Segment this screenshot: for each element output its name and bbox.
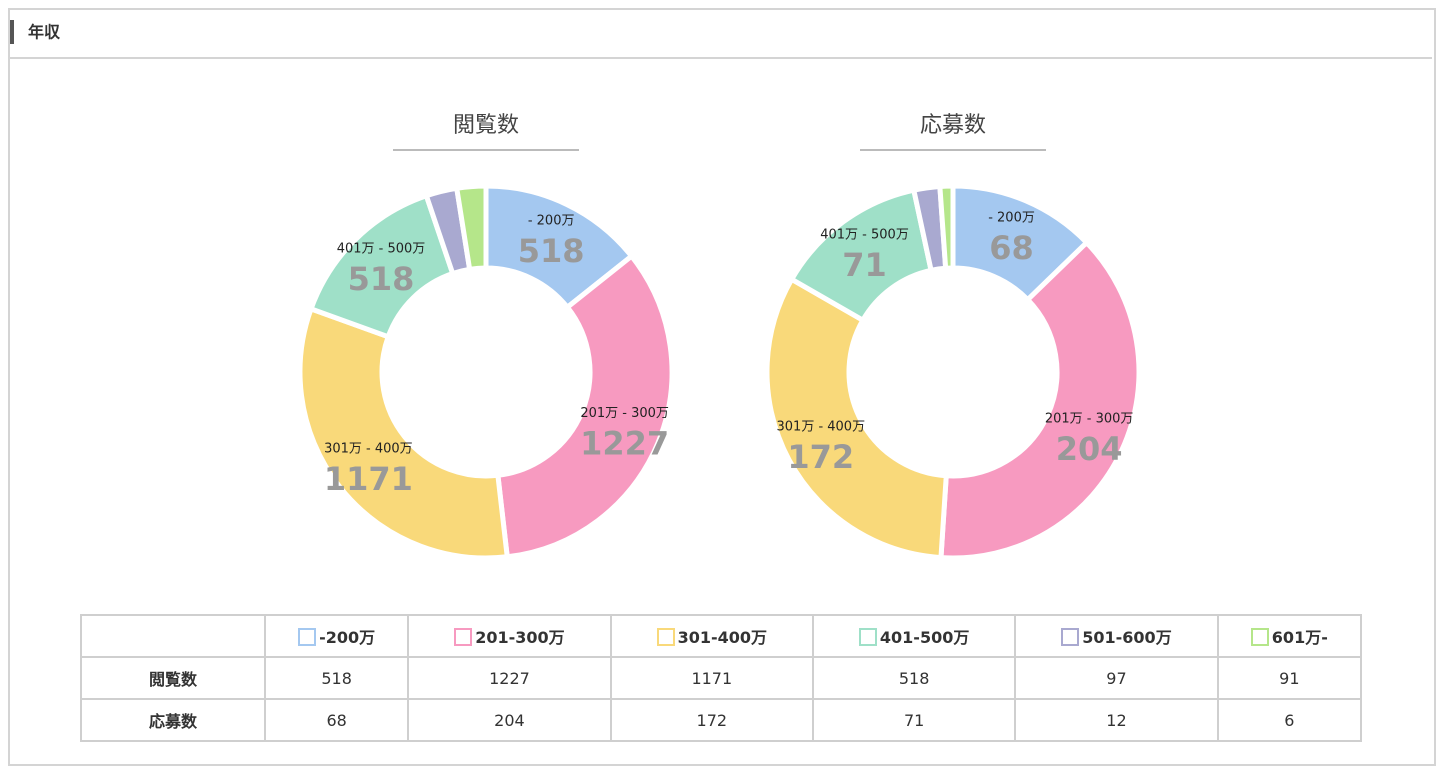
- column-label: -200万: [319, 628, 376, 647]
- table-cell: 518: [263, 656, 410, 700]
- table-cell: 6: [1216, 698, 1363, 742]
- legend-swatch: [1250, 628, 1269, 646]
- slice-value: 172: [787, 438, 854, 476]
- table-cell: 97: [1014, 656, 1219, 700]
- header-title: 年収: [28, 23, 61, 42]
- column-header: 601万-: [1216, 614, 1363, 658]
- table-cell: 1227: [407, 656, 612, 700]
- data-table: -200万 201-300万 301-400万 401-500万 501-600万 601…: [80, 614, 1363, 742]
- donut-slice: [938, 239, 1142, 561]
- donut-slice: [764, 275, 949, 561]
- slice-value: 518: [518, 232, 585, 270]
- slice-value: 204: [1056, 430, 1123, 468]
- slice-label: 401万 - 500万: [820, 227, 909, 242]
- table-cell: 204: [407, 698, 612, 742]
- table-cell: 91: [1216, 656, 1363, 700]
- slice-label: 301万 - 400万: [324, 442, 413, 457]
- header-bar: [10, 20, 14, 44]
- legend-swatch: [1061, 628, 1080, 646]
- table-cell: 518: [811, 656, 1017, 700]
- column-label: 201-300万: [475, 628, 565, 647]
- table-header: -200万 201-300万 301-400万 401-500万 501-600万 601…: [80, 614, 1363, 658]
- panel: [8, 8, 1436, 766]
- legend-swatch: [298, 628, 317, 646]
- column-label: 601万-: [1271, 628, 1328, 647]
- table-cell: 172: [609, 698, 814, 742]
- slice-label: 401万 - 500万: [337, 241, 426, 256]
- row-header: 閲覧数: [80, 656, 266, 700]
- charts: 年収 閲覧数 - 200万 518 201万 - 300万 1227 301万 - 400…: [10, 20, 1432, 561]
- column-label: 501-600万: [1082, 628, 1172, 647]
- column-header: 501-600万: [1014, 614, 1219, 658]
- chart-title: 閲覧数: [453, 113, 519, 138]
- slice-value: 518: [348, 260, 415, 298]
- table-body: 閲覧数 518 1227 1171 518 97 91 応募数 68 204 172 71 12 6: [80, 656, 1363, 742]
- table-cell: 68: [263, 698, 410, 742]
- table-row: 閲覧数 518 1227 1171 518 97 91: [80, 656, 1363, 700]
- donut-slice: [937, 183, 956, 271]
- slice-label: - 200万: [988, 210, 1035, 225]
- slice-value: 1227: [580, 424, 669, 462]
- slice-value: 68: [989, 229, 1034, 267]
- chart-title: 応募数: [920, 113, 986, 138]
- table-cell: 1171: [609, 656, 814, 700]
- corner: [80, 614, 266, 658]
- donut-slice: [453, 183, 489, 273]
- legend-swatch: [656, 628, 675, 646]
- slice-label: - 200万: [528, 213, 575, 228]
- slice-value: 71: [842, 246, 887, 284]
- slice-label: 201万 - 300万: [1045, 411, 1134, 426]
- table-cell: 12: [1014, 698, 1219, 742]
- column-header: 201-300万: [407, 614, 612, 658]
- table-row: 応募数 68 204 172 71 12 6: [80, 698, 1363, 742]
- column-header: 301-400万: [609, 614, 814, 658]
- legend-swatch: [454, 628, 473, 646]
- donut-slice: [297, 305, 511, 561]
- slice-label: 201万 - 300万: [580, 406, 669, 421]
- column-label: 401-500万: [879, 628, 970, 647]
- legend-swatch: [858, 628, 877, 646]
- column-label: 301-400万: [677, 628, 768, 647]
- row-header: 応募数: [80, 698, 266, 742]
- slice-label: 301万 - 400万: [777, 419, 866, 434]
- slice-value: 1171: [324, 460, 413, 498]
- column-header: -200万: [263, 614, 410, 658]
- table-cell: 71: [811, 698, 1017, 742]
- column-header: 401-500万: [811, 614, 1017, 658]
- donut-slice: [495, 252, 675, 560]
